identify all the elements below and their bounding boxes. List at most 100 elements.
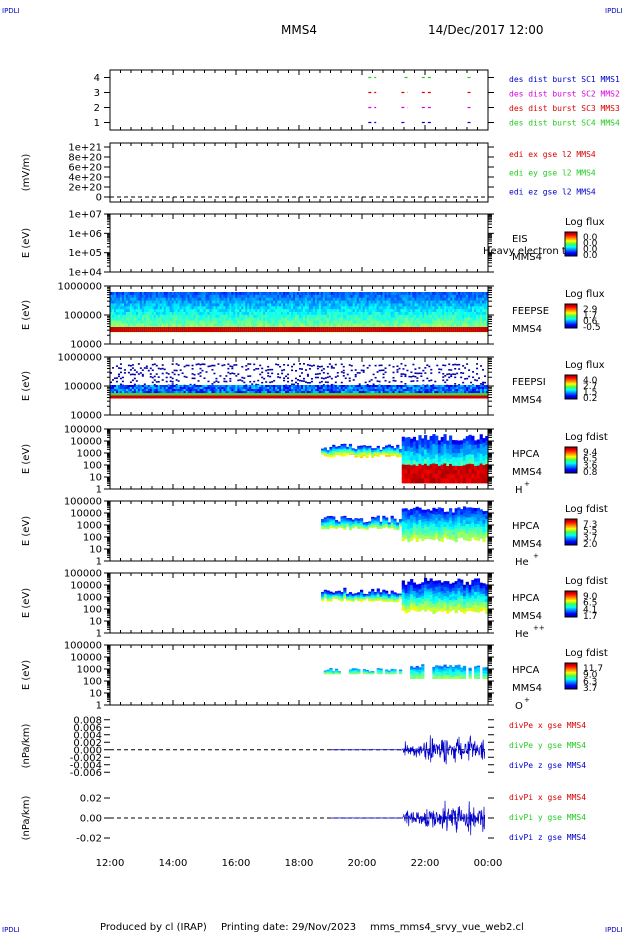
spectrogram-cell: [480, 327, 483, 332]
spectrogram-cell: [470, 294, 473, 299]
spectrogram-cell: [480, 385, 483, 388]
spectrogram-cell: [428, 323, 431, 327]
spectrogram-cell: [161, 379, 164, 381]
spectrogram-cell: [468, 327, 471, 332]
spectrogram-cell: [472, 294, 475, 299]
spectrogram-cell: [201, 389, 204, 392]
spectrogram-cell: [257, 320, 260, 324]
spectrogram-cell: [263, 395, 266, 399]
spectrogram-cell: [213, 300, 216, 304]
legend-entry: des dist burst SC1 MMS1: [509, 75, 620, 84]
spectrogram-cell: [225, 320, 228, 324]
spectrogram-cell: [185, 292, 188, 296]
spectrogram-cell: [261, 389, 264, 392]
spectrogram-cell: [141, 306, 145, 310]
spectrogram-cell: [225, 312, 228, 316]
spectrogram-cell: [183, 292, 186, 296]
spectrogram-cell: [376, 389, 379, 392]
spectrogram-cell: [247, 303, 250, 307]
spectrogram-cell: [326, 306, 330, 310]
spectrogram-cell: [348, 309, 352, 313]
spectrogram-cell: [197, 303, 200, 307]
spectrogram-cell: [259, 309, 262, 313]
spectrogram-cell: [308, 323, 312, 327]
spectrogram-cell: [117, 320, 121, 324]
spectrogram-cell: [374, 320, 377, 324]
spectrogram-cell: [348, 317, 352, 321]
spectrogram-cell: [486, 312, 489, 316]
spectrogram-cell: [287, 364, 290, 367]
spectrogram-cell: [237, 309, 240, 313]
spectrogram-cell: [314, 391, 318, 394]
spectrogram-cell: [480, 383, 483, 385]
spectrogram-cell: [380, 389, 383, 392]
spectrogram-cell: [474, 312, 477, 316]
spectrogram-cell: [279, 320, 282, 324]
spectrogram-cell: [318, 365, 321, 368]
spectrogram-cell: [119, 309, 123, 313]
spectrogram-cell: [239, 297, 242, 301]
spectrogram-cell: [173, 327, 177, 332]
spectrogram-cell: [231, 297, 234, 301]
spectrogram-cell: [424, 372, 427, 374]
spectrogram-cell: [139, 323, 143, 327]
spectrogram-cell: [410, 391, 413, 394]
spectrogram-cell: [283, 393, 286, 396]
spectrogram-cell: [320, 306, 324, 310]
spectrogram-cell: [316, 294, 320, 299]
spectrogram-cell: [179, 312, 183, 316]
spectrogram-cell: [454, 306, 457, 310]
spectrogram-cell: [430, 292, 433, 296]
spectrogram-cell: [121, 309, 125, 313]
spectrogram-cell: [344, 389, 348, 392]
spectrogram-cell: [157, 300, 161, 304]
spectrogram-cell: [374, 306, 377, 310]
spectrogram-cell: [125, 389, 129, 392]
spectrogram-cell: [263, 300, 266, 304]
spectrogram-cell: [153, 314, 157, 319]
spectrogram-cell: [155, 323, 159, 327]
spectrogram-cell: [368, 380, 371, 383]
spectrogram-cell: [408, 297, 411, 301]
spectrogram-cell: [340, 306, 344, 310]
spectrogram-cell: [362, 317, 366, 321]
spectrogram-cell: [119, 320, 123, 324]
spectrogram-cell: [271, 317, 274, 321]
spectrogram-cell: [308, 317, 312, 321]
spectrogram-cell: [368, 364, 371, 367]
spectrogram-cell: [181, 292, 185, 296]
spectrogram-cell: [442, 306, 445, 310]
spectrogram-cell: [137, 303, 141, 307]
spectrogram-cell: [205, 393, 208, 396]
colorbar-tick-label: 0.0: [583, 245, 598, 255]
instrument-label: EIS: [512, 234, 528, 245]
spectrogram-cell: [277, 300, 280, 304]
spectrogram-cell: [203, 387, 206, 390]
spectrogram-cell: [215, 306, 218, 310]
spectrogram-cell: [444, 309, 447, 313]
spectrogram-cell: [388, 303, 391, 307]
spectrogram-cell: [476, 379, 479, 382]
spectrogram-cell: [420, 314, 423, 319]
spectrogram-cell: [243, 323, 246, 327]
spectrogram-cell: [111, 393, 115, 396]
spectrogram-cell: [143, 327, 147, 332]
spectrogram-cell: [408, 300, 411, 304]
spectrogram-cell: [474, 389, 477, 392]
spectrogram-cell: [155, 395, 159, 399]
spectrogram-cell: [354, 373, 357, 376]
spectrogram-cell: [283, 389, 286, 392]
spectrogram-cell: [326, 314, 330, 319]
spectrogram-cell: [297, 387, 300, 390]
spectrogram-cell: [225, 292, 228, 296]
spectrogram-cell: [444, 314, 447, 319]
spectrogram-cell: [251, 387, 254, 390]
spectrogram-cell: [372, 297, 375, 301]
spectrogram-cell: [181, 393, 185, 396]
spectrogram-cell: [277, 312, 280, 316]
spectrogram-cell: [388, 381, 391, 383]
spectrogram-cell: [247, 323, 250, 327]
spectrogram-cell: [410, 312, 413, 316]
spectrogram-cell: [364, 391, 368, 394]
spectrogram-cell: [406, 306, 409, 310]
